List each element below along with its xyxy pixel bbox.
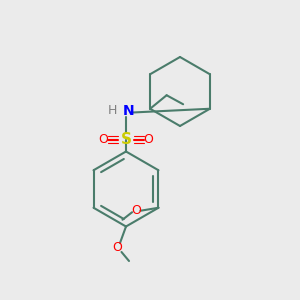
Text: O: O — [112, 241, 122, 254]
Text: H: H — [108, 104, 117, 118]
Text: O: O — [144, 133, 153, 146]
Text: O: O — [99, 133, 108, 146]
Text: O: O — [131, 204, 141, 217]
Text: S: S — [121, 132, 131, 147]
Text: N: N — [123, 104, 135, 118]
